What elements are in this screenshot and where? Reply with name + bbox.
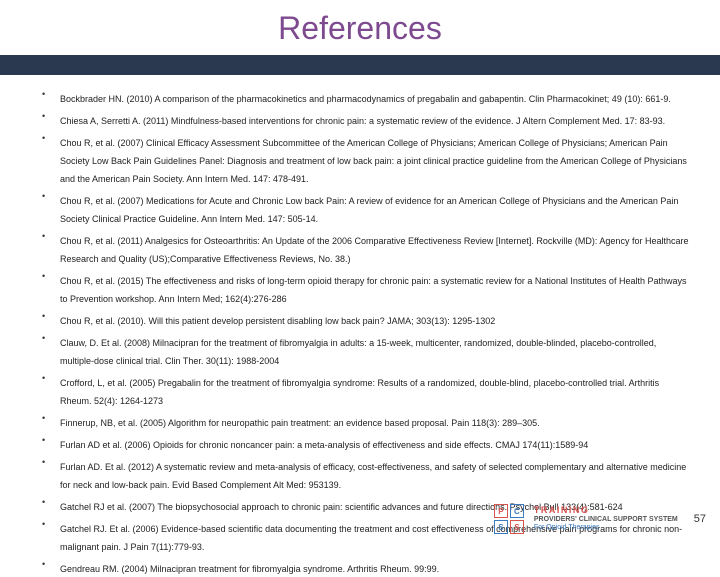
reference-text: Chou R, et al. (2010). Will this patient… xyxy=(60,316,495,326)
header-band xyxy=(0,55,720,75)
pcss-logo-text: TRAINING PROVIDERS' CLINICAL SUPPORT SYS… xyxy=(534,505,678,533)
reference-text: Chou R, et al. (2011) Analgesics for Ost… xyxy=(60,236,688,264)
reference-text: Chou R, et al. (2015) The effectiveness … xyxy=(60,276,686,304)
page-number: 57 xyxy=(694,513,706,525)
footer: PCSS TRAINING PROVIDERS' CLINICAL SUPPOR… xyxy=(494,504,706,534)
reference-item: Chou R, et al. (2015) The effectiveness … xyxy=(42,271,692,307)
reference-item: Furlan AD. Et al. (2012) A systematic re… xyxy=(42,457,692,493)
reference-item: Chiesa A, Serretti A. (2011) Mindfulness… xyxy=(42,111,692,129)
reference-item: Bockbrader HN. (2010) A comparison of th… xyxy=(42,89,692,107)
reference-text: Chou R, et al. (2007) Medications for Ac… xyxy=(60,196,678,224)
reference-text: Chou R, et al. (2007) Clinical Efficacy … xyxy=(60,138,687,184)
reference-item: Chou R, et al. (2007) Clinical Efficacy … xyxy=(42,133,692,187)
logo-line3: For Opioid Therapies xyxy=(534,524,678,532)
pcss-logo-icon: PCSS xyxy=(494,504,524,534)
logo-line2: PROVIDERS' CLINICAL SUPPORT SYSTEM xyxy=(534,516,678,524)
reference-item: Chou R, et al. (2010). Will this patient… xyxy=(42,311,692,329)
logo-cell: C xyxy=(510,504,524,518)
reference-item: Gendreau RM. (2004) Milnacipran treatmen… xyxy=(42,559,692,577)
reference-text: Gendreau RM. (2004) Milnacipran treatmen… xyxy=(60,564,439,574)
reference-item: Chou R, et al. (2011) Analgesics for Ost… xyxy=(42,231,692,267)
reference-text: Furlan AD et al. (2006) Opioids for chro… xyxy=(60,440,588,450)
reference-item: Clauw, D. Et al. (2008) Milnacipran for … xyxy=(42,333,692,369)
reference-text: Clauw, D. Et al. (2008) Milnacipran for … xyxy=(60,338,656,366)
reference-text: Finnerup, NB, et al. (2005) Algorithm fo… xyxy=(60,418,540,428)
reference-item: Chou R, et al. (2007) Medications for Ac… xyxy=(42,191,692,227)
references-block: Bockbrader HN. (2010) A comparison of th… xyxy=(0,75,720,577)
logo-cell: S xyxy=(510,520,524,534)
logo-cell: S xyxy=(494,520,508,534)
page-title: References xyxy=(0,0,720,55)
reference-text: Furlan AD. Et al. (2012) A systematic re… xyxy=(60,462,686,490)
reference-item: Furlan AD et al. (2006) Opioids for chro… xyxy=(42,435,692,453)
reference-item: Finnerup, NB, et al. (2005) Algorithm fo… xyxy=(42,413,692,431)
logo-cell: P xyxy=(494,504,508,518)
reference-text: Chiesa A, Serretti A. (2011) Mindfulness… xyxy=(60,116,665,126)
reference-text: Crofford, L, et al. (2005) Pregabalin fo… xyxy=(60,378,659,406)
reference-item: Crofford, L, et al. (2005) Pregabalin fo… xyxy=(42,373,692,409)
logo-line1: TRAINING xyxy=(534,505,678,516)
reference-text: Bockbrader HN. (2010) A comparison of th… xyxy=(60,94,671,104)
